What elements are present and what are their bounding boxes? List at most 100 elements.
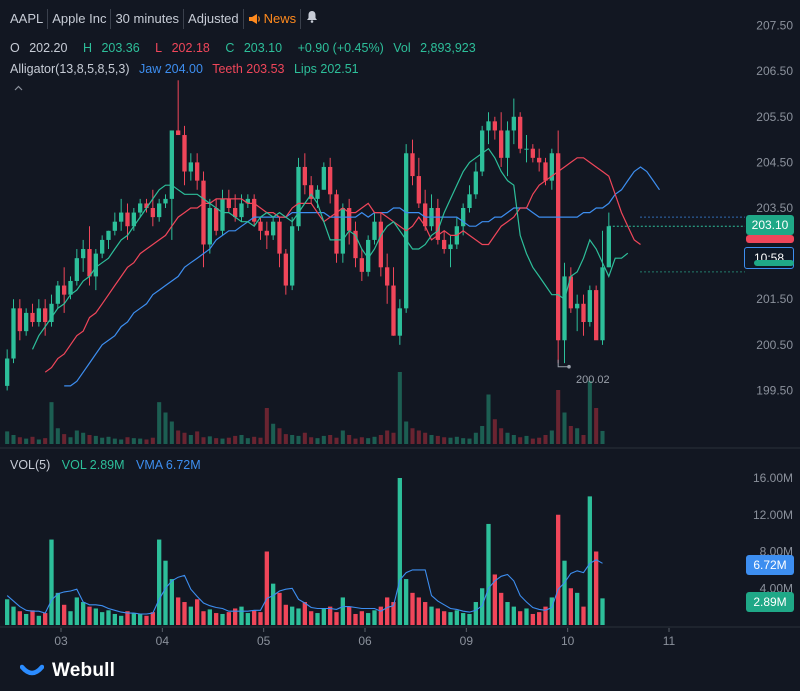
alert-button[interactable] [301, 9, 323, 29]
candle[interactable] [606, 212, 611, 268]
candle[interactable] [271, 217, 276, 240]
candle[interactable] [416, 157, 421, 208]
candle[interactable] [36, 299, 41, 327]
candle[interactable] [480, 125, 485, 177]
candle[interactable] [442, 230, 447, 254]
candle[interactable] [562, 262, 567, 364]
candle[interactable] [309, 176, 314, 204]
candle[interactable] [328, 157, 333, 204]
candle[interactable] [55, 280, 60, 309]
candle[interactable] [473, 162, 478, 199]
candle[interactable] [144, 198, 149, 213]
candle[interactable] [30, 303, 35, 327]
candle[interactable] [11, 299, 16, 364]
overlay-volume-bar [549, 430, 554, 444]
candle[interactable] [499, 112, 504, 167]
candle[interactable] [435, 198, 440, 245]
candle[interactable] [404, 144, 409, 313]
candle[interactable] [277, 217, 282, 268]
alligator-legend[interactable]: Alligator(13,8,5,8,5,3) Jaw 204.00 Teeth… [10, 62, 365, 76]
candle[interactable] [138, 198, 143, 218]
candle[interactable] [587, 285, 592, 327]
candle[interactable] [163, 194, 168, 208]
candle[interactable] [594, 285, 599, 341]
candle[interactable] [81, 239, 86, 272]
candle[interactable] [302, 153, 307, 195]
candle[interactable] [321, 162, 326, 190]
candle[interactable] [397, 299, 402, 345]
candle[interactable] [214, 198, 219, 236]
candle[interactable] [353, 221, 358, 268]
candle-body [150, 208, 155, 218]
candle[interactable] [378, 212, 383, 277]
adjust-selector[interactable]: Adjusted [184, 9, 244, 29]
candle[interactable] [524, 135, 529, 163]
candle[interactable] [429, 194, 434, 231]
candle[interactable] [372, 212, 377, 245]
candle[interactable] [157, 198, 162, 222]
candle[interactable] [119, 198, 124, 231]
candle[interactable] [334, 189, 339, 263]
candle[interactable] [568, 267, 573, 313]
candle[interactable] [575, 294, 580, 332]
candle[interactable] [201, 171, 206, 268]
candle[interactable] [49, 294, 54, 327]
candle[interactable] [581, 294, 586, 336]
candle[interactable] [359, 249, 364, 281]
candle[interactable] [505, 121, 510, 177]
candle[interactable] [366, 235, 371, 277]
news-toggle[interactable]: News [244, 9, 302, 29]
candle[interactable] [182, 125, 187, 186]
candle[interactable] [537, 148, 542, 172]
candle[interactable] [410, 139, 415, 186]
candle[interactable] [17, 299, 22, 341]
candle[interactable] [530, 144, 535, 163]
candle[interactable] [600, 230, 605, 345]
candle[interactable] [112, 212, 117, 236]
candle[interactable] [283, 249, 288, 295]
candle[interactable] [176, 80, 181, 136]
candle[interactable] [290, 217, 295, 291]
collapse-legend-button[interactable] [14, 83, 23, 94]
candle[interactable] [549, 148, 554, 190]
candle[interactable] [195, 153, 200, 190]
candle[interactable] [492, 116, 497, 140]
candle[interactable] [391, 267, 396, 336]
candle[interactable] [264, 221, 269, 250]
candle[interactable] [150, 189, 155, 227]
symbol-label[interactable]: AAPL [6, 9, 49, 29]
candle[interactable] [423, 189, 428, 231]
candle[interactable] [511, 98, 516, 145]
candle[interactable] [518, 112, 523, 154]
candle[interactable] [74, 249, 79, 286]
candle[interactable] [43, 299, 48, 336]
candle[interactable] [454, 217, 459, 250]
candle[interactable] [340, 203, 345, 263]
candle[interactable] [245, 194, 250, 208]
candle[interactable] [296, 157, 301, 231]
candle[interactable] [448, 235, 453, 268]
candle[interactable] [24, 308, 29, 336]
candle[interactable] [486, 112, 491, 145]
candle[interactable] [62, 267, 67, 313]
candle[interactable] [467, 185, 472, 213]
candle[interactable] [125, 203, 130, 240]
candle[interactable] [226, 189, 231, 213]
candle[interactable] [252, 194, 257, 227]
candle[interactable] [258, 217, 263, 240]
candle[interactable] [461, 203, 466, 236]
interval-selector[interactable]: 30 minutes [111, 9, 185, 29]
candle[interactable] [556, 130, 561, 364]
candle[interactable] [100, 235, 105, 259]
candle-body [435, 208, 440, 240]
candle[interactable] [385, 253, 390, 304]
candle[interactable] [347, 198, 352, 245]
candle[interactable] [68, 276, 73, 300]
candle[interactable] [207, 198, 212, 254]
candle[interactable] [188, 153, 193, 181]
candle[interactable] [93, 249, 98, 291]
candle[interactable] [5, 349, 10, 391]
candle[interactable] [106, 230, 111, 250]
volume-legend[interactable]: VOL(5) VOL 2.89M VMA 6.72M [10, 458, 209, 472]
